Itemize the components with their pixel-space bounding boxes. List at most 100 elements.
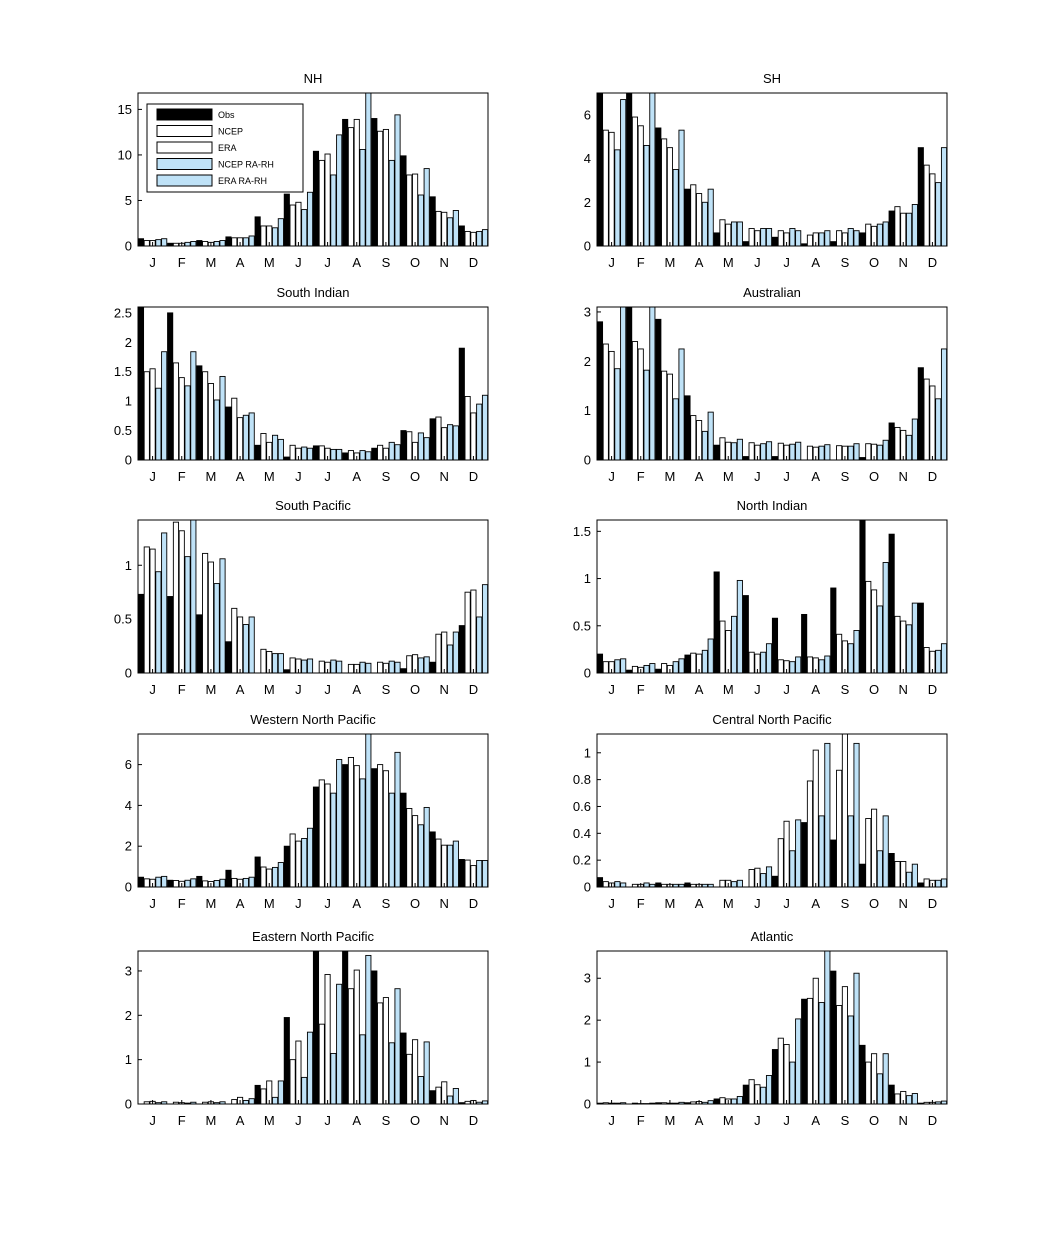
- axes-frame: [137, 92, 489, 247]
- bar-ncep-ra-rh-4: [731, 881, 738, 888]
- bar-ncep-ra-rh-6: [789, 228, 796, 247]
- bar-obs-3: [225, 406, 232, 461]
- bar-era-ra-rh-7: [824, 230, 831, 247]
- bar-obs-11: [917, 882, 924, 888]
- bar-obs-4: [254, 444, 261, 461]
- x-tick-label: J: [295, 255, 302, 270]
- y-tick-label: 0.5: [573, 618, 591, 633]
- x-tick-label: A: [236, 255, 245, 270]
- bar-ncep-0: [602, 129, 609, 247]
- bar-era-ra-rh-6: [336, 983, 343, 1105]
- bar-era-ra-rh-3: [248, 1098, 255, 1105]
- bar-era-0: [608, 350, 615, 461]
- bar-obs-1: [167, 596, 174, 674]
- x-tick-label: J: [783, 682, 790, 697]
- x-tick-label: F: [178, 255, 186, 270]
- legend-label: NCEP RA-RH: [218, 160, 274, 170]
- y-tick-label: 3: [584, 304, 591, 319]
- axes-frame: [596, 306, 948, 461]
- bar-obs-10: [888, 422, 895, 461]
- bar-ncep-ra-rh-2: [213, 399, 220, 461]
- bar-obs-9: [400, 668, 407, 674]
- y-tick-label: 1: [584, 1055, 591, 1070]
- bar-era-ra-rh-1: [190, 351, 197, 461]
- bar-era-6: [324, 783, 331, 888]
- bar-era-ra-rh-5: [306, 658, 314, 674]
- bar-obs-0: [137, 238, 145, 247]
- y-tick-label: 0.6: [573, 799, 591, 814]
- bar-obs-9: [400, 430, 407, 461]
- bar-obs-1: [167, 879, 174, 888]
- bar-era-ra-rh-11: [940, 878, 948, 888]
- bar-ncep-ra-rh-6: [789, 1061, 796, 1105]
- bar-obs-3: [225, 869, 232, 888]
- bar-obs-10: [888, 210, 895, 247]
- bar-era-ra-rh-2: [678, 658, 685, 674]
- x-tick-label: A: [352, 682, 361, 697]
- x-tick-label: M: [664, 1113, 675, 1128]
- bar-ncep-2: [202, 240, 209, 247]
- bar-ncep-10: [894, 861, 901, 888]
- x-tick-label: F: [178, 896, 186, 911]
- y-tick-label: 0: [584, 880, 591, 895]
- bar-era-6: [324, 153, 331, 247]
- axes-frame: [137, 733, 489, 888]
- bar-era-ra-rh-3: [707, 1100, 714, 1105]
- bar-era-ra-rh-9: [423, 168, 430, 247]
- x-tick-label: S: [382, 682, 391, 697]
- panel-eastern-north-pacific: Eastern North Pacific J F M A M J J A S O N D 0 1 2 3: [125, 929, 489, 1128]
- bar-ncep-4: [260, 648, 267, 674]
- bar-ncep-10: [435, 633, 442, 674]
- x-tick-label: N: [440, 255, 449, 270]
- bar-era-ra-rh-4: [277, 1080, 284, 1105]
- x-tick-label: D: [469, 1113, 478, 1128]
- bar-ncep-ra-rh-5: [301, 1076, 308, 1105]
- bar-ncep-7: [347, 988, 355, 1105]
- bar-era-8: [841, 733, 848, 888]
- bar-ncep-6: [777, 838, 784, 888]
- panel-sh: SH J F M A M J J A S O N D 0 2 4 6: [584, 71, 948, 270]
- bar-ncep-11: [464, 396, 471, 461]
- bar-obs-9: [400, 155, 407, 247]
- bar-ncep-ra-rh-6: [330, 792, 337, 888]
- bar-obs-7: [342, 764, 349, 888]
- bar-obs-7: [801, 998, 808, 1105]
- bar-era-ra-rh-7: [824, 950, 831, 1105]
- x-tick-label: D: [928, 255, 937, 270]
- bar-era-ra-rh-8: [853, 742, 860, 888]
- bar-era-ra-rh-1: [649, 306, 656, 461]
- bar-obs-5: [283, 1017, 290, 1105]
- y-tick-label: 1: [584, 745, 591, 760]
- y-tick-label: 1: [125, 558, 132, 573]
- bar-ncep-ra-rh-8: [847, 815, 854, 888]
- x-tick-label: N: [899, 682, 908, 697]
- bar-era-ra-rh-6: [795, 656, 802, 674]
- legend-swatch-ncep-ra-rh: [156, 158, 213, 170]
- bar-ncep-7: [347, 450, 355, 461]
- y-tick-label: 10: [118, 147, 132, 162]
- bar-ncep-2: [661, 370, 668, 461]
- bar-obs-9: [859, 232, 866, 247]
- bar-ncep-11: [923, 878, 930, 888]
- bar-era-ra-rh-5: [765, 441, 773, 461]
- x-tick-label: J: [324, 1113, 331, 1128]
- bar-ncep-3: [231, 1099, 238, 1105]
- bar-era-3: [696, 193, 703, 247]
- bar-era-ra-rh-9: [423, 806, 430, 888]
- bar-era-ra-rh-4: [736, 579, 743, 674]
- axes-frame: [596, 92, 948, 247]
- x-tick-label: M: [264, 682, 275, 697]
- bar-ncep-ra-rh-8: [388, 159, 395, 247]
- x-tick-label: S: [382, 255, 391, 270]
- bar-era-9: [412, 173, 419, 247]
- bar-era-8: [841, 640, 848, 674]
- bar-ncep-9: [406, 174, 413, 247]
- bar-era-9: [412, 1039, 419, 1105]
- bar-ncep-9: [406, 655, 413, 674]
- axes-frame: [596, 733, 948, 888]
- bar-ncep-10: [435, 210, 442, 247]
- bar-obs-8: [371, 447, 378, 461]
- bar-era-6: [783, 820, 790, 888]
- bar-ncep-ra-rh-1: [184, 879, 191, 888]
- y-tick-label: 1.5: [114, 364, 132, 379]
